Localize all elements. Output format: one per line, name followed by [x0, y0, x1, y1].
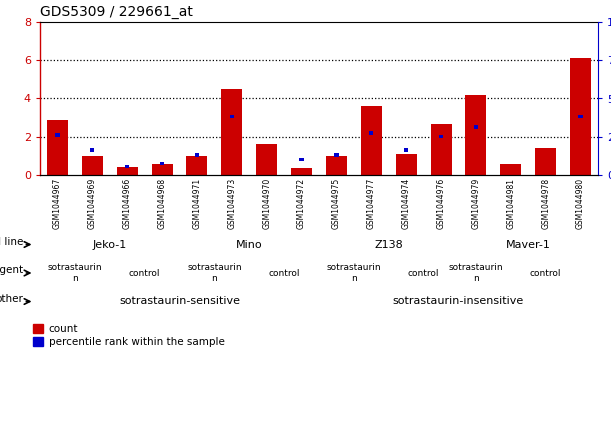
Bar: [396, 154, 417, 175]
Bar: [326, 156, 347, 175]
Bar: [230, 115, 234, 118]
Text: GSM1044979: GSM1044979: [472, 178, 480, 229]
Bar: [160, 162, 164, 165]
Text: sotrastaurin-insensitive: sotrastaurin-insensitive: [393, 297, 524, 307]
Bar: [439, 135, 443, 138]
Text: control: control: [268, 269, 300, 277]
Bar: [361, 106, 382, 175]
Bar: [579, 115, 583, 118]
Text: Mino: Mino: [236, 239, 263, 250]
Text: cell line: cell line: [0, 237, 23, 247]
Text: GSM1044980: GSM1044980: [576, 178, 585, 229]
Text: other: other: [0, 294, 23, 304]
Text: GSM1044971: GSM1044971: [192, 178, 202, 229]
Text: sotrastaurin
n: sotrastaurin n: [448, 263, 503, 283]
Legend: count, percentile rank within the sample: count, percentile rank within the sample: [33, 324, 224, 347]
Text: GSM1044970: GSM1044970: [262, 178, 271, 229]
Bar: [334, 153, 338, 157]
Text: GSM1044967: GSM1044967: [53, 178, 62, 229]
Bar: [152, 165, 172, 175]
Bar: [474, 126, 478, 129]
Bar: [299, 158, 304, 162]
Bar: [117, 168, 137, 175]
Bar: [195, 153, 199, 157]
Text: GSM1044973: GSM1044973: [227, 178, 236, 229]
Text: sotrastaurin-sensitive: sotrastaurin-sensitive: [119, 297, 240, 307]
Bar: [125, 165, 130, 168]
Bar: [47, 121, 68, 175]
Text: GSM1044976: GSM1044976: [437, 178, 445, 229]
Text: Jeko-1: Jeko-1: [93, 239, 127, 250]
Text: GSM1044981: GSM1044981: [507, 178, 515, 229]
Text: control: control: [530, 269, 562, 277]
Text: GDS5309 / 229661_at: GDS5309 / 229661_at: [40, 5, 193, 19]
Bar: [500, 165, 521, 175]
Bar: [256, 144, 277, 175]
Text: control: control: [129, 269, 160, 277]
Text: GSM1044972: GSM1044972: [297, 178, 306, 229]
Bar: [186, 156, 207, 175]
Bar: [90, 148, 95, 152]
Bar: [466, 95, 486, 175]
Text: GSM1044966: GSM1044966: [123, 178, 132, 229]
Text: GSM1044974: GSM1044974: [401, 178, 411, 229]
Text: control: control: [408, 269, 439, 277]
Bar: [82, 156, 103, 175]
Text: Maver-1: Maver-1: [506, 239, 551, 250]
Text: agent: agent: [0, 265, 23, 275]
Text: sotrastaurin
n: sotrastaurin n: [326, 263, 381, 283]
Text: GSM1044968: GSM1044968: [158, 178, 167, 229]
Text: sotrastaurin
n: sotrastaurin n: [48, 263, 102, 283]
Text: GSM1044975: GSM1044975: [332, 178, 341, 229]
Text: GSM1044969: GSM1044969: [88, 178, 97, 229]
Text: sotrastaurin
n: sotrastaurin n: [187, 263, 242, 283]
Bar: [56, 133, 59, 137]
Bar: [221, 89, 243, 175]
Bar: [570, 58, 591, 175]
Bar: [535, 148, 556, 175]
Bar: [431, 124, 452, 175]
Bar: [404, 148, 408, 152]
Text: Z138: Z138: [375, 239, 403, 250]
Bar: [291, 168, 312, 175]
Text: GSM1044977: GSM1044977: [367, 178, 376, 229]
Bar: [369, 131, 373, 135]
Text: GSM1044978: GSM1044978: [541, 178, 550, 229]
